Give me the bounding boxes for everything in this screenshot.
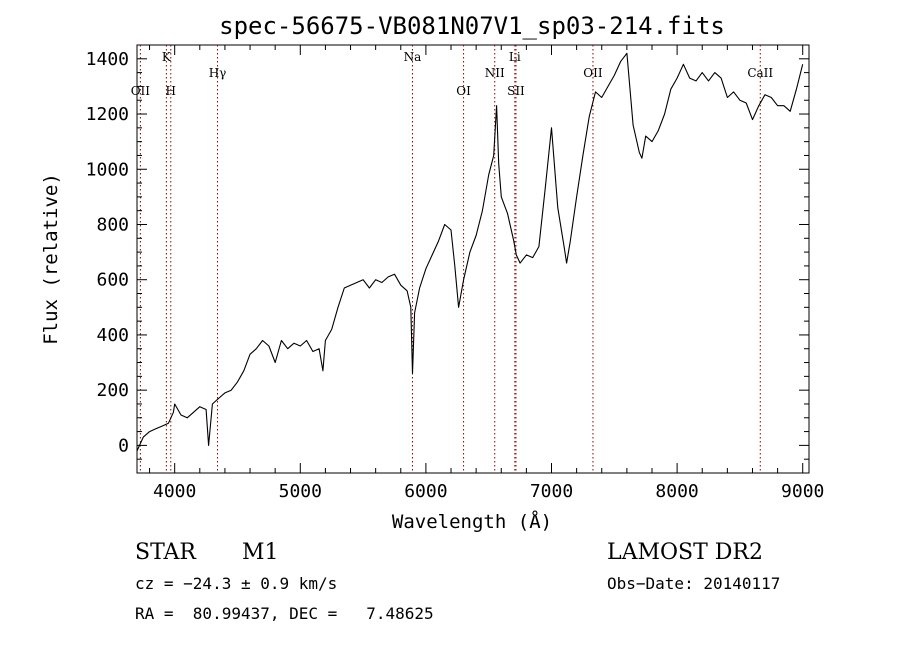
spectral-line-label: CaII xyxy=(747,66,773,80)
x-tick-label: 6000 xyxy=(404,481,447,502)
observation-date: Obs−Date: 20140117 xyxy=(607,574,780,593)
y-tick-label: 1000 xyxy=(86,159,129,180)
spectral-line-label: NII xyxy=(485,66,505,80)
spectral-line-label: OII xyxy=(583,66,603,80)
x-tick-label: 7000 xyxy=(530,481,573,502)
spectral-line-label: K xyxy=(162,50,172,64)
spectral-line-label: Na xyxy=(404,50,422,64)
x-axis-ticks: 4000 5000 6000 7000 8000 9000 xyxy=(149,45,824,502)
spectrum-line xyxy=(136,52,804,452)
plot-frame xyxy=(136,44,810,474)
spectral-line-label: H xyxy=(166,84,176,98)
redshift-cz: cz = −24.3 ± 0.9 km/s xyxy=(135,574,337,593)
x-tick-label: 5000 xyxy=(279,481,322,502)
spectral-line-label: OI xyxy=(456,84,471,98)
y-tick-label: 1400 xyxy=(86,49,129,70)
y-tick-label: 200 xyxy=(96,380,129,401)
y-axis-label: Flux (relative) xyxy=(40,173,62,345)
y-tick-label: 600 xyxy=(96,270,129,291)
y-tick-label: 400 xyxy=(96,325,129,346)
y-tick-label: 0 xyxy=(118,435,129,456)
y-tick-label: 800 xyxy=(96,214,129,235)
x-tick-label: 8000 xyxy=(655,481,698,502)
x-axis-label: Wavelength (Å) xyxy=(392,510,552,533)
object-subclass: M1 xyxy=(242,540,279,565)
chart-title: spec-56675-VB081N07V1_sp03-214.fits xyxy=(219,12,725,40)
object-class: STAR xyxy=(135,540,197,565)
spectral-line-label: OII xyxy=(131,84,151,98)
spectral-line-label: SII xyxy=(507,84,525,98)
spectral-line-label: Li xyxy=(509,50,521,64)
x-tick-label: 9000 xyxy=(781,481,824,502)
survey-name: LAMOST DR2 xyxy=(607,540,763,565)
y-tick-label: 1200 xyxy=(86,104,129,125)
coordinates: RA = 80.99437, DEC = 7.48625 xyxy=(135,604,434,623)
spectral-line-label: Hγ xyxy=(209,66,227,80)
x-tick-label: 4000 xyxy=(153,481,196,502)
y-axis-ticks: 0 200 400 600 800 1000 1200 1400 xyxy=(86,49,809,460)
spectral-line-markers: OII K H Hγ Na OI NII Li SII OII CaII xyxy=(131,45,773,473)
